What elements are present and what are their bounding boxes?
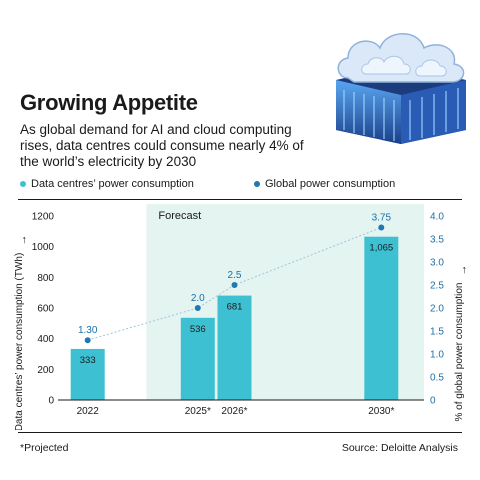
dot-label-2025*: 2.0 — [191, 293, 205, 304]
y2-tick-1.0: 1.0 — [430, 350, 444, 361]
y2-tick-0.5: 0.5 — [430, 373, 444, 384]
y2-tick-0: 0 — [430, 396, 436, 407]
cloud-server-illustration — [336, 33, 466, 144]
power-consumption-chart: Forecast 333 536 681 1,065 1.30 2.0 2.5 3.75 2… — [14, 204, 469, 430]
bottom-divider — [18, 432, 462, 433]
dot-2026* — [231, 282, 238, 288]
bar-label-2025*: 536 — [190, 324, 206, 335]
y-tick-1200: 1200 — [32, 212, 55, 223]
bar-2025* — [180, 317, 215, 400]
x-tick-2022: 2022 — [77, 406, 100, 417]
dot-label-2026*: 2.5 — [228, 270, 242, 281]
bar-label-2030*: 1,065 — [369, 243, 393, 254]
legend-item-dots: Global power consumption — [254, 178, 395, 190]
y2-axis-arrow-icon: → — [457, 265, 469, 276]
bar-label-2026*: 681 — [227, 302, 243, 313]
y-tick-1000: 1000 — [32, 242, 55, 253]
y-axis-label: Data centres’ power consumption (TWh) — [14, 253, 25, 430]
dot-label-2022: 1.30 — [78, 325, 98, 336]
legend-dots-label: Global power consumption — [265, 178, 396, 190]
y2-axis-label: % of global power consumption — [454, 283, 465, 422]
dot-label-2030*: 3.75 — [372, 213, 392, 224]
legend-bars-label: Data centres’ power consumption — [31, 178, 194, 190]
page-title: Growing Appetite — [20, 90, 198, 115]
y2-tick-2.5: 2.5 — [430, 281, 444, 292]
page-subtitle: As global demand for AI and cloud comput… — [20, 122, 304, 169]
y-tick-400: 400 — [37, 334, 54, 345]
y2-tick-3.0: 3.0 — [430, 258, 444, 269]
x-tick-2026*: 2026* — [221, 406, 247, 417]
server-racks-icon — [336, 65, 466, 144]
x-tick-2025*: 2025* — [185, 406, 211, 417]
dot-2030* — [378, 224, 385, 231]
y-tick-200: 200 — [37, 365, 54, 376]
y-tick-800: 800 — [37, 273, 54, 284]
y-axis-arrow-icon: → — [17, 235, 29, 246]
y-tick-0: 0 — [48, 396, 54, 407]
dot-2025* — [194, 305, 201, 311]
legend-dot-swatch — [254, 181, 260, 187]
bar-2026* — [217, 295, 252, 400]
y-tick-600: 600 — [37, 304, 54, 315]
top-divider — [18, 199, 462, 200]
cloud-icon — [337, 33, 465, 83]
forecast-label: Forecast — [158, 210, 201, 222]
y2-tick-3.5: 3.5 — [430, 235, 444, 246]
global-consumption-trend-line — [87, 227, 382, 341]
y2-tick-2.0: 2.0 — [430, 304, 444, 315]
dot-2022 — [84, 337, 91, 344]
source-note: Source: Deloitte Analysis — [341, 442, 458, 454]
y2-tick-4.0: 4.0 — [430, 212, 444, 223]
footnote: *Projected — [20, 442, 69, 454]
legend-bar-swatch — [20, 181, 26, 187]
x-tick-2030*: 2030* — [368, 406, 394, 417]
y2-tick-1.5: 1.5 — [430, 327, 444, 338]
legend-item-bars: Data centres’ power consumption — [20, 178, 194, 190]
bar-2022 — [70, 348, 105, 400]
bar-2030* — [364, 236, 399, 400]
bar-label-2022: 333 — [80, 355, 96, 366]
